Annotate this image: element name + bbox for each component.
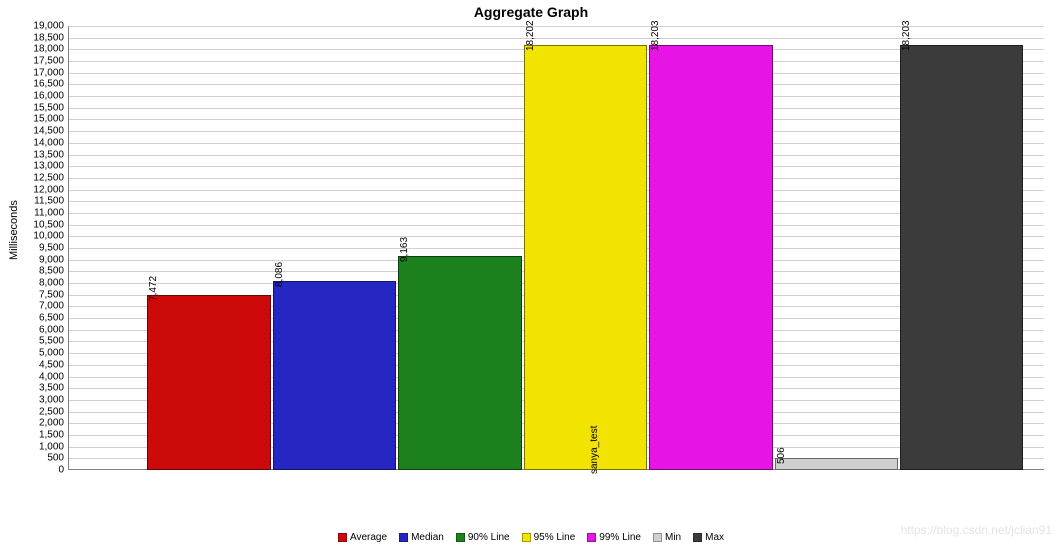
legend-label: Min bbox=[665, 532, 681, 543]
legend-swatch bbox=[693, 533, 702, 542]
y-tick-label: 500 bbox=[4, 453, 64, 464]
y-tick-label: 6,000 bbox=[4, 324, 64, 335]
y-tick-label: 11,500 bbox=[4, 196, 64, 207]
watermark: https://blog.csdn.net/jclian91 bbox=[901, 523, 1052, 537]
y-tick-label: 4,000 bbox=[4, 371, 64, 382]
bar-value-label: 9,163 bbox=[399, 237, 410, 262]
y-tick-label: 9,500 bbox=[4, 243, 64, 254]
bar-min bbox=[775, 458, 898, 470]
legend-swatch bbox=[522, 533, 531, 542]
legend-item: 90% Line bbox=[456, 532, 510, 543]
y-tick-label: 1,500 bbox=[4, 429, 64, 440]
bar-90-line bbox=[398, 256, 521, 470]
y-tick-label: 7,000 bbox=[4, 301, 64, 312]
legend-item: 95% Line bbox=[522, 532, 576, 543]
y-tick-label: 15,000 bbox=[4, 114, 64, 125]
chart-title: Aggregate Graph bbox=[0, 4, 1062, 20]
chart-container: Aggregate Graph Milliseconds 7,4728,0869… bbox=[0, 0, 1062, 547]
bar-median bbox=[273, 281, 396, 470]
y-tick-label: 14,500 bbox=[4, 126, 64, 137]
y-tick-label: 6,500 bbox=[4, 313, 64, 324]
x-category-label: sanya_test bbox=[589, 426, 600, 474]
y-tick-label: 11,000 bbox=[4, 207, 64, 218]
legend-label: 95% Line bbox=[534, 532, 576, 543]
legend-swatch bbox=[338, 533, 347, 542]
legend-item: Max bbox=[693, 532, 724, 543]
y-tick-label: 12,000 bbox=[4, 184, 64, 195]
legend-item: 99% Line bbox=[587, 532, 641, 543]
legend-swatch bbox=[653, 533, 662, 542]
y-tick-label: 9,000 bbox=[4, 254, 64, 265]
bar-value-label: 506 bbox=[776, 447, 787, 464]
y-tick-label: 12,500 bbox=[4, 172, 64, 183]
bar-value-label: 18,203 bbox=[650, 20, 661, 51]
y-tick-label: 17,500 bbox=[4, 56, 64, 67]
y-tick-label: 8,500 bbox=[4, 266, 64, 277]
y-tick-label: 3,000 bbox=[4, 394, 64, 405]
y-tick-label: 16,500 bbox=[4, 79, 64, 90]
y-tick-label: 13,000 bbox=[4, 161, 64, 172]
legend-label: Max bbox=[705, 532, 724, 543]
y-tick-label: 16,000 bbox=[4, 91, 64, 102]
legend-item: Median bbox=[399, 532, 444, 543]
y-tick-label: 0 bbox=[4, 465, 64, 476]
bar-max bbox=[900, 45, 1023, 470]
bar-average bbox=[147, 295, 270, 470]
bar-99-line bbox=[649, 45, 772, 470]
y-tick-label: 5,500 bbox=[4, 336, 64, 347]
legend-swatch bbox=[456, 533, 465, 542]
y-tick-label: 2,000 bbox=[4, 418, 64, 429]
legend-item: Average bbox=[338, 532, 387, 543]
y-tick-label: 10,000 bbox=[4, 231, 64, 242]
y-tick-label: 3,500 bbox=[4, 383, 64, 394]
bar-value-label: 7,472 bbox=[148, 276, 159, 301]
y-tick-label: 13,500 bbox=[4, 149, 64, 160]
y-tick-label: 2,500 bbox=[4, 406, 64, 417]
plot-area: 7,4728,0869,16318,20218,20350618,203 bbox=[68, 26, 1044, 470]
bars-layer: 7,4728,0869,16318,20218,20350618,203 bbox=[68, 26, 1044, 470]
y-tick-label: 19,000 bbox=[4, 21, 64, 32]
y-tick-label: 18,000 bbox=[4, 44, 64, 55]
y-tick-label: 1,000 bbox=[4, 441, 64, 452]
legend-item: Min bbox=[653, 532, 681, 543]
y-tick-label: 15,500 bbox=[4, 102, 64, 113]
legend-label: Average bbox=[350, 532, 387, 543]
legend-label: 99% Line bbox=[599, 532, 641, 543]
y-tick-label: 18,500 bbox=[4, 32, 64, 43]
legend-swatch bbox=[399, 533, 408, 542]
legend-label: 90% Line bbox=[468, 532, 510, 543]
y-tick-label: 17,000 bbox=[4, 67, 64, 78]
y-tick-label: 14,000 bbox=[4, 137, 64, 148]
bar-value-label: 8,086 bbox=[274, 262, 285, 287]
y-tick-label: 10,500 bbox=[4, 219, 64, 230]
y-tick-label: 8,000 bbox=[4, 278, 64, 289]
legend-swatch bbox=[587, 533, 596, 542]
y-tick-label: 4,500 bbox=[4, 359, 64, 370]
legend-label: Median bbox=[411, 532, 444, 543]
y-tick-label: 7,500 bbox=[4, 289, 64, 300]
bar-value-label: 18,203 bbox=[901, 20, 912, 51]
bar-95-line bbox=[524, 45, 647, 470]
y-tick-label: 5,000 bbox=[4, 348, 64, 359]
bar-value-label: 18,202 bbox=[525, 20, 536, 51]
